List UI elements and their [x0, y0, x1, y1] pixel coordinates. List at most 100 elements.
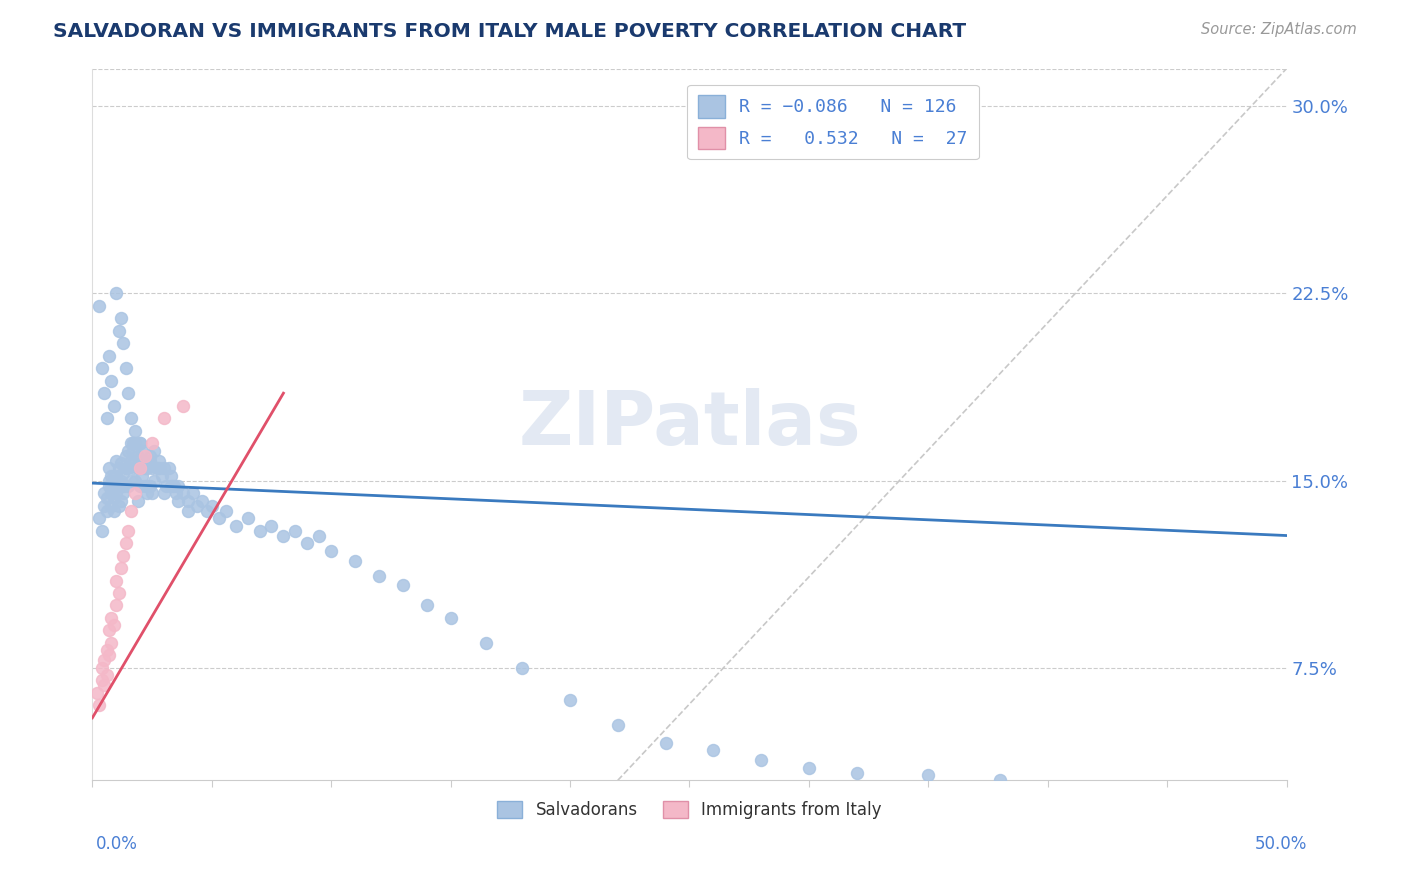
Point	[117, 478, 139, 492]
Point	[122, 461, 145, 475]
Point	[98, 461, 121, 475]
Point	[131, 443, 153, 458]
Point	[100, 374, 122, 388]
Point	[172, 399, 194, 413]
Point	[96, 491, 118, 505]
Point	[120, 436, 142, 450]
Point	[112, 466, 135, 480]
Point	[129, 461, 152, 475]
Point	[110, 493, 132, 508]
Point	[105, 453, 128, 467]
Point	[100, 499, 122, 513]
Point	[416, 599, 439, 613]
Point	[165, 486, 187, 500]
Point	[98, 478, 121, 492]
Point	[89, 299, 111, 313]
Point	[103, 399, 125, 413]
Point	[100, 486, 122, 500]
Point	[98, 648, 121, 663]
Point	[100, 636, 122, 650]
Text: SALVADORAN VS IMMIGRANTS FROM ITALY MALE POVERTY CORRELATION CHART: SALVADORAN VS IMMIGRANTS FROM ITALY MALE…	[53, 22, 966, 41]
Point	[120, 474, 142, 488]
Point	[129, 461, 152, 475]
Point	[124, 486, 146, 500]
Point	[368, 568, 391, 582]
Point	[129, 436, 152, 450]
Point	[146, 461, 169, 475]
Text: Source: ZipAtlas.com: Source: ZipAtlas.com	[1201, 22, 1357, 37]
Point	[127, 449, 149, 463]
Point	[153, 461, 176, 475]
Point	[201, 499, 224, 513]
Point	[558, 693, 581, 707]
Point	[344, 553, 367, 567]
Point	[96, 643, 118, 657]
Point	[107, 586, 129, 600]
Point	[107, 461, 129, 475]
Point	[112, 549, 135, 563]
Point	[103, 618, 125, 632]
Point	[122, 443, 145, 458]
Point	[110, 311, 132, 326]
Point	[273, 528, 295, 542]
Point	[284, 524, 307, 538]
Point	[134, 461, 156, 475]
Point	[167, 493, 190, 508]
Point	[215, 503, 238, 517]
Point	[141, 486, 163, 500]
Point	[297, 536, 319, 550]
Point	[90, 661, 112, 675]
Point	[93, 386, 115, 401]
Point	[107, 324, 129, 338]
Point	[114, 361, 136, 376]
Point	[143, 474, 166, 488]
Point	[134, 478, 156, 492]
Point	[177, 493, 200, 508]
Point	[103, 474, 125, 488]
Point	[143, 443, 166, 458]
Point	[110, 474, 132, 488]
Point	[117, 524, 139, 538]
Point	[654, 736, 676, 750]
Point	[120, 503, 142, 517]
Point	[475, 636, 498, 650]
Point	[105, 486, 128, 500]
Point	[90, 361, 112, 376]
Point	[124, 424, 146, 438]
Point	[127, 461, 149, 475]
Point	[162, 478, 184, 492]
Point	[260, 518, 283, 533]
Point	[90, 673, 112, 688]
Point	[797, 761, 820, 775]
Point	[124, 453, 146, 467]
Point	[136, 461, 159, 475]
Point	[225, 518, 247, 533]
Point	[124, 474, 146, 488]
Point	[195, 503, 218, 517]
Point	[157, 461, 180, 475]
Point	[89, 698, 111, 713]
Point	[749, 753, 772, 767]
Point	[131, 468, 153, 483]
Point	[93, 486, 115, 500]
Point	[702, 743, 724, 757]
Point	[98, 624, 121, 638]
Point	[100, 468, 122, 483]
Point	[249, 524, 271, 538]
Point	[100, 611, 122, 625]
Point	[105, 468, 128, 483]
Point	[439, 611, 461, 625]
Point	[148, 461, 170, 475]
Point	[117, 443, 139, 458]
Point	[134, 453, 156, 467]
Point	[127, 493, 149, 508]
Point	[107, 478, 129, 492]
Point	[160, 478, 183, 492]
Point	[103, 503, 125, 517]
Point	[103, 491, 125, 505]
Point	[181, 486, 204, 500]
Point	[191, 493, 214, 508]
Legend: Salvadorans, Immigrants from Italy: Salvadorans, Immigrants from Italy	[491, 794, 889, 825]
Point	[136, 486, 159, 500]
Point	[160, 468, 183, 483]
